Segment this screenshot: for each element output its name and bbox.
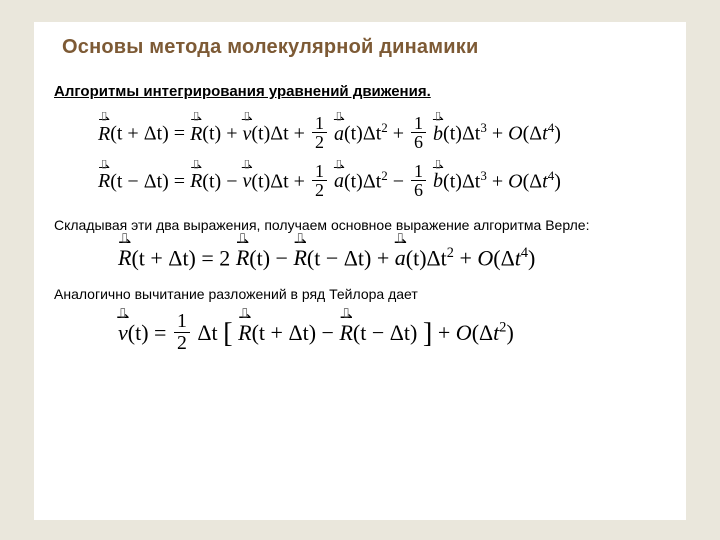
equation-taylor-plus: R(t + Δt) = R(t) + v(t)Δt + 12 a(t)Δt2 +… [98, 116, 672, 154]
slide-inner: Основы метода молекулярной динамики Алго… [34, 22, 686, 520]
equation-taylor-minus: R(t − Δt) = R(t) − v(t)Δt + 12 a(t)Δt2 −… [98, 164, 672, 202]
slide-title: Основы метода молекулярной динамики [48, 22, 672, 59]
section-subtitle: Алгоритмы интегрирования уравнений движе… [54, 83, 672, 100]
equation-velocity: v(t) = 12 Δt [ R(t + Δt) − R(t − Δt) ] +… [118, 314, 672, 356]
paragraph-diff: Аналогично вычитание разложений в ряд Те… [54, 285, 672, 304]
paragraph-sum: Складывая эти два выражения, получаем ос… [54, 216, 672, 235]
slide-frame: Основы метода молекулярной динамики Алго… [0, 0, 720, 540]
fraction: 12 [312, 114, 327, 152]
equation-verlet: R(t + Δt) = 2 R(t) − R(t − Δt) + a(t)Δt2… [118, 245, 672, 271]
vector-R: R [98, 123, 110, 146]
